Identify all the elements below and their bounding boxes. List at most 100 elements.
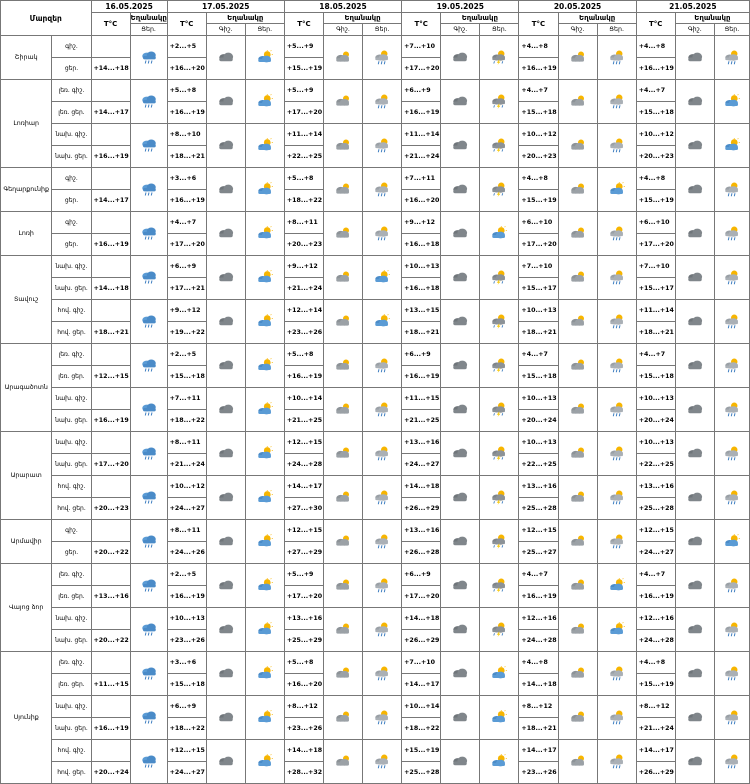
date-header-2: 18.05.2025: [283, 0, 403, 13]
weather-icon: [375, 138, 389, 153]
weather-icon: [258, 754, 273, 767]
weather-icon: [375, 490, 389, 505]
temp-cell: +9...+12: [401, 211, 442, 234]
day-icon-cell: [244, 299, 285, 344]
day-icon-cell: [362, 35, 403, 80]
temp-cell: +6...+9: [166, 695, 207, 718]
temp-cell: +10...+12: [518, 123, 559, 146]
night-icon-cell: [557, 695, 598, 740]
temp-cell: +25...+28: [401, 761, 442, 784]
day-icon-cell: [596, 35, 637, 80]
night-icon-cell: [557, 387, 598, 432]
weather-icon: [609, 182, 625, 195]
temp-cell: +20...+23: [283, 233, 324, 256]
table-row: ցեր. +14...+18 +16...+20 +15...+19 +17...+20…: [1, 57, 750, 80]
night-icon-cell: [440, 299, 481, 344]
day-icon-cell: [713, 651, 750, 696]
temp-cell: [90, 255, 131, 278]
sub-label: ցեր.: [51, 233, 92, 256]
weather-icon: [492, 534, 506, 549]
sub-label: նախ. ցեր.: [51, 145, 92, 168]
day-icon-cell: [244, 255, 285, 300]
temp-cell: [90, 79, 131, 102]
sub-label: լեռ. ցեր.: [51, 673, 92, 696]
cloud-icon: [688, 404, 702, 414]
night-icon-cell: [440, 167, 481, 212]
region-name: Տավուշ: [0, 255, 53, 344]
day-icon-cell: [244, 387, 285, 432]
temp-cell: [90, 343, 131, 366]
day-icon-cell: [244, 563, 285, 608]
temp-cell: +5...+9: [283, 35, 324, 58]
temp-cell: +16...+19: [90, 145, 131, 168]
night-icon-cell: [674, 211, 715, 256]
temp-cell: +15...+18: [518, 365, 559, 388]
temp-cell: +18...+22: [166, 409, 207, 432]
sub-label: նախ. գիշ.: [51, 431, 92, 454]
day-icon-cell: [713, 475, 750, 520]
sub-label: լեռ. ցեր.: [51, 101, 92, 124]
night-icon-cell: [440, 343, 481, 388]
weather-icon: [725, 578, 738, 593]
weather-icon-cell: [129, 519, 168, 564]
temp-cell: +4...+8: [635, 651, 676, 674]
temp-cell: +9...+12: [166, 299, 207, 322]
cloud-icon: [570, 535, 584, 546]
night-icon-cell: [557, 35, 598, 80]
day-icon-cell: [713, 431, 750, 476]
rain-cloud-icon: [141, 579, 156, 592]
day-icon-cell: [713, 695, 750, 740]
night-icon-cell: [205, 343, 246, 388]
cloud-icon: [218, 52, 233, 62]
night-icon-cell: [205, 255, 246, 300]
rain-cloud-icon: [141, 711, 156, 724]
cloud-icon: [688, 624, 702, 634]
cloud-icon: [218, 316, 233, 326]
weather-icon: [492, 94, 506, 109]
cloud-icon: [570, 623, 584, 634]
night-icon-cell: [557, 123, 598, 168]
cloud-icon: [336, 359, 349, 370]
weather-header: Եղանակը: [557, 12, 637, 24]
weather-icon-cell: [129, 123, 168, 168]
weather-icon: [258, 226, 273, 239]
night-icon-cell: [205, 299, 246, 344]
weather-icon: [375, 226, 389, 241]
temp-cell: +4...+7: [635, 343, 676, 366]
cloud-icon: [688, 712, 702, 722]
forecast-body: Շիրակ գիշ. +2...+5 +5...+9 +7...+10 +4...+8 +4…: [0, 35, 750, 784]
temp-cell: +18...+22: [401, 717, 442, 740]
night-icon-cell: [322, 651, 364, 696]
day-icon-cell: [596, 651, 637, 696]
weather-icon-cell: [129, 299, 168, 344]
region-name: Գեղարքունիք: [0, 167, 53, 212]
temp-cell: +17...+20: [518, 233, 559, 256]
temp-cell: +27...+29: [283, 541, 324, 564]
day-icon-cell: [362, 343, 403, 388]
temp-cell: +15...+18: [166, 365, 207, 388]
temp-cell: +7...+10: [635, 255, 676, 278]
weather-icon: [258, 666, 273, 679]
sub-label: նախ. ցեր.: [51, 453, 92, 476]
temp-cell: +14...+18: [518, 673, 559, 696]
cloud-icon: [570, 139, 584, 150]
day-icon-cell: [362, 211, 403, 256]
day-icon-cell: [479, 167, 520, 212]
temp-cell: +13...+16: [90, 585, 131, 608]
weather-icon: [492, 314, 506, 329]
day-icon-cell: [244, 607, 285, 652]
weather-header: Եղանակը: [674, 12, 750, 24]
sub-label: հով. ցեր.: [51, 761, 92, 784]
night-icon-cell: [322, 695, 364, 740]
day-icon-cell: [362, 123, 403, 168]
cloud-icon: [688, 184, 702, 194]
temp-cell: +21...+24: [401, 145, 442, 168]
weather-icon: [492, 358, 506, 373]
cloud-icon: [218, 404, 233, 414]
temp-cell: +15...+18: [166, 673, 207, 696]
night-icon-cell: [440, 607, 481, 652]
day-icon-cell: [244, 739, 285, 784]
temp-cell: +14...+17: [90, 101, 131, 124]
rain-cloud-icon: [141, 535, 156, 548]
cloud-icon: [570, 711, 584, 722]
